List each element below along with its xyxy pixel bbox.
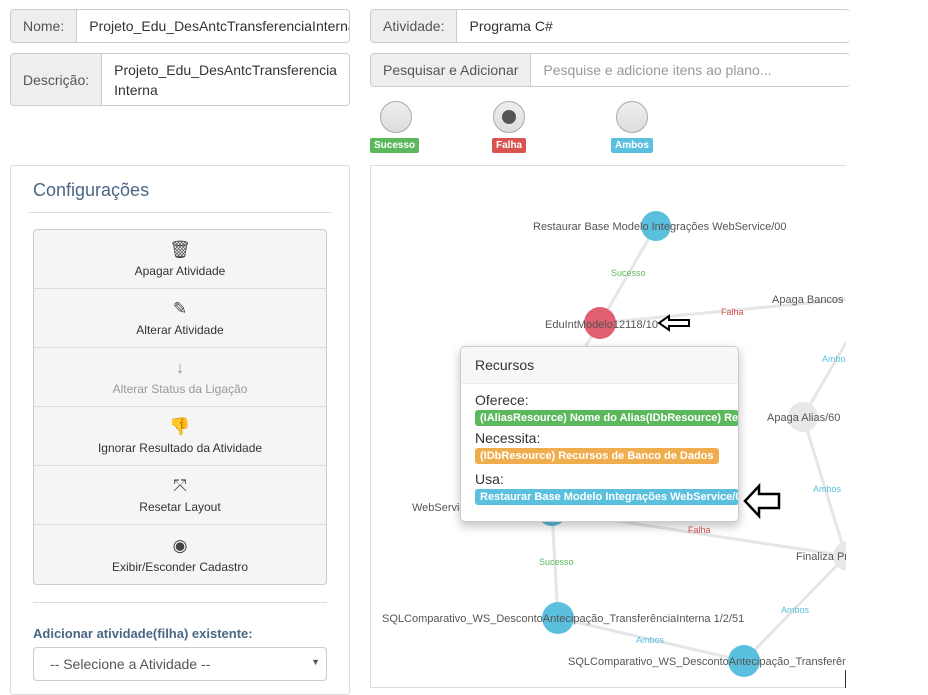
- edge: [557, 616, 745, 663]
- node-label: Apaga Bancos: [772, 294, 844, 306]
- atividade-label: Atividade:: [371, 10, 458, 42]
- edge-label: Sucesso: [611, 268, 646, 278]
- button-label: Ignorar Resultado da Atividade: [97, 441, 263, 455]
- node-label: Apaga Alias/60: [767, 412, 840, 424]
- filter-sucesso-badge: Sucesso: [370, 138, 420, 153]
- ignorar-resultado-button[interactable]: 👎 Ignorar Resultado da Atividade: [34, 407, 326, 466]
- alterar-status-ligacao-button[interactable]: ↓ Alterar Status da Ligação: [34, 348, 326, 407]
- graph-node[interactable]: [833, 541, 846, 571]
- edge: [801, 416, 846, 557]
- pesquisar-button[interactable]: Pesquisar e Adicionar: [371, 54, 532, 86]
- edit-icon: ✎: [172, 299, 188, 318]
- filter-ambos-badge: Ambos: [611, 138, 653, 153]
- divider: [28, 212, 332, 213]
- alterar-atividade-button[interactable]: ✎ Alterar Atividade: [34, 289, 326, 348]
- node-label: SQLComparativo_WS_DescontoAntecipação_Tr…: [568, 656, 846, 668]
- edge: [550, 510, 560, 619]
- graph-node[interactable]: [584, 307, 616, 339]
- pesquisar-input[interactable]: Pesquise e adicione itens ao plano...: [531, 54, 850, 86]
- graph-node[interactable]: [728, 645, 760, 677]
- button-label: Apagar Atividade: [134, 264, 226, 278]
- edge-label: Falha: [721, 307, 744, 317]
- edge: [598, 225, 658, 324]
- edge-label: Ambos: [781, 605, 810, 615]
- descricao-label: Descrição:: [11, 54, 103, 105]
- edge-label: Sucesso: [539, 557, 574, 567]
- divider: [845, 670, 846, 688]
- edge-label: Falha: [688, 525, 711, 535]
- node-label: SQLComparativo_WS_DescontoAntecipação_Tr…: [382, 613, 744, 625]
- descricao-textarea[interactable]: Projeto_Edu_DesAntcTransferencia Interna: [102, 54, 349, 105]
- config-buttons: 🗑 Apagar Atividade ✎ Alterar Atividade ↓ Al…: [33, 229, 327, 585]
- graph-node[interactable]: [788, 402, 818, 432]
- config-title: Configurações: [33, 180, 150, 200]
- button-label: Alterar Atividade: [136, 323, 224, 337]
- node-label: WebServic: [412, 502, 465, 514]
- filter-sucesso-radio[interactable]: [380, 101, 412, 133]
- edge: [599, 297, 846, 325]
- filter-ambos-radio[interactable]: [616, 101, 648, 133]
- activity-select[interactable]: -- Selecione a Atividade -- ▼: [33, 647, 327, 681]
- edge: [742, 554, 846, 663]
- arrow-down-icon: ↓: [175, 358, 185, 377]
- exibir-esconder-cadastro-button[interactable]: ◉ Exibir/Esconder Cadastro: [34, 525, 326, 584]
- expand-icon: ⤧: [173, 476, 187, 495]
- nome-input[interactable]: Projeto_Edu_DesAntcTransferenciaInterna: [77, 10, 349, 42]
- select-value: -- Selecione a Atividade --: [50, 656, 211, 672]
- arrow-left-icon: [657, 314, 690, 332]
- node-label: Restaurar Base Modelo Integrações WebSer…: [533, 221, 787, 233]
- trash-icon: 🗑: [169, 240, 191, 259]
- atividade-field[interactable]: Atividade: Programa C#: [370, 9, 850, 43]
- thumbs-down-icon: 👎: [169, 417, 191, 436]
- atividade-input[interactable]: Programa C#: [457, 10, 850, 42]
- eye-slash-icon: ◉: [172, 535, 188, 555]
- pesquisar-field[interactable]: Pesquisar e Adicionar Pesquise e adicion…: [370, 53, 850, 87]
- resetar-layout-button[interactable]: ⤧ Resetar Layout: [34, 466, 326, 525]
- button-label: Exibir/Esconder Cadastro: [111, 559, 249, 574]
- edge-label: Ambos: [822, 354, 846, 364]
- descricao-field[interactable]: Descrição: Projeto_Edu_DesAntcTransferen…: [10, 53, 350, 106]
- node-label: Finaliza Pr: [796, 551, 846, 563]
- usa-label: Usa:: [475, 471, 504, 487]
- graph-node[interactable]: [542, 602, 574, 634]
- graph-node[interactable]: [641, 211, 671, 241]
- oferece-resource-label: (IAliasResource) Nome do Alias(IDbResour…: [475, 410, 738, 426]
- oferece-label: Oferece:: [475, 392, 529, 408]
- necessita-resource-label: (IDbResource) Recursos de Banco de Dados: [475, 448, 719, 464]
- add-activity-label: Adicionar atividade(filha) existente:: [33, 626, 253, 641]
- popover-title: Recursos: [461, 347, 738, 384]
- edge-label: Ambos: [813, 484, 842, 494]
- node-label: EduIntModelo12118/10: [545, 319, 658, 331]
- usa-resource-label: Restaurar Base Modelo Integrações WebSer…: [475, 489, 738, 505]
- button-label: Resetar Layout: [139, 500, 221, 514]
- caret-down-icon: ▼: [311, 657, 320, 667]
- apagar-atividade-button[interactable]: 🗑 Apagar Atividade: [34, 230, 326, 289]
- edge-label: Ambos: [636, 635, 665, 645]
- nome-field[interactable]: Nome: Projeto_Edu_DesAntcTransferenciaIn…: [10, 9, 350, 43]
- nome-label: Nome:: [11, 10, 78, 42]
- divider: [33, 602, 327, 603]
- filter-falha-badge: Falha: [492, 138, 527, 153]
- button-label: Alterar Status da Ligação: [112, 382, 248, 396]
- arrow-left-icon: [743, 483, 781, 519]
- resources-popover: Recursos Oferece: (IAliasResource) Nome …: [460, 346, 739, 522]
- necessita-label: Necessita:: [475, 430, 541, 446]
- filter-falha-radio[interactable]: [493, 101, 525, 133]
